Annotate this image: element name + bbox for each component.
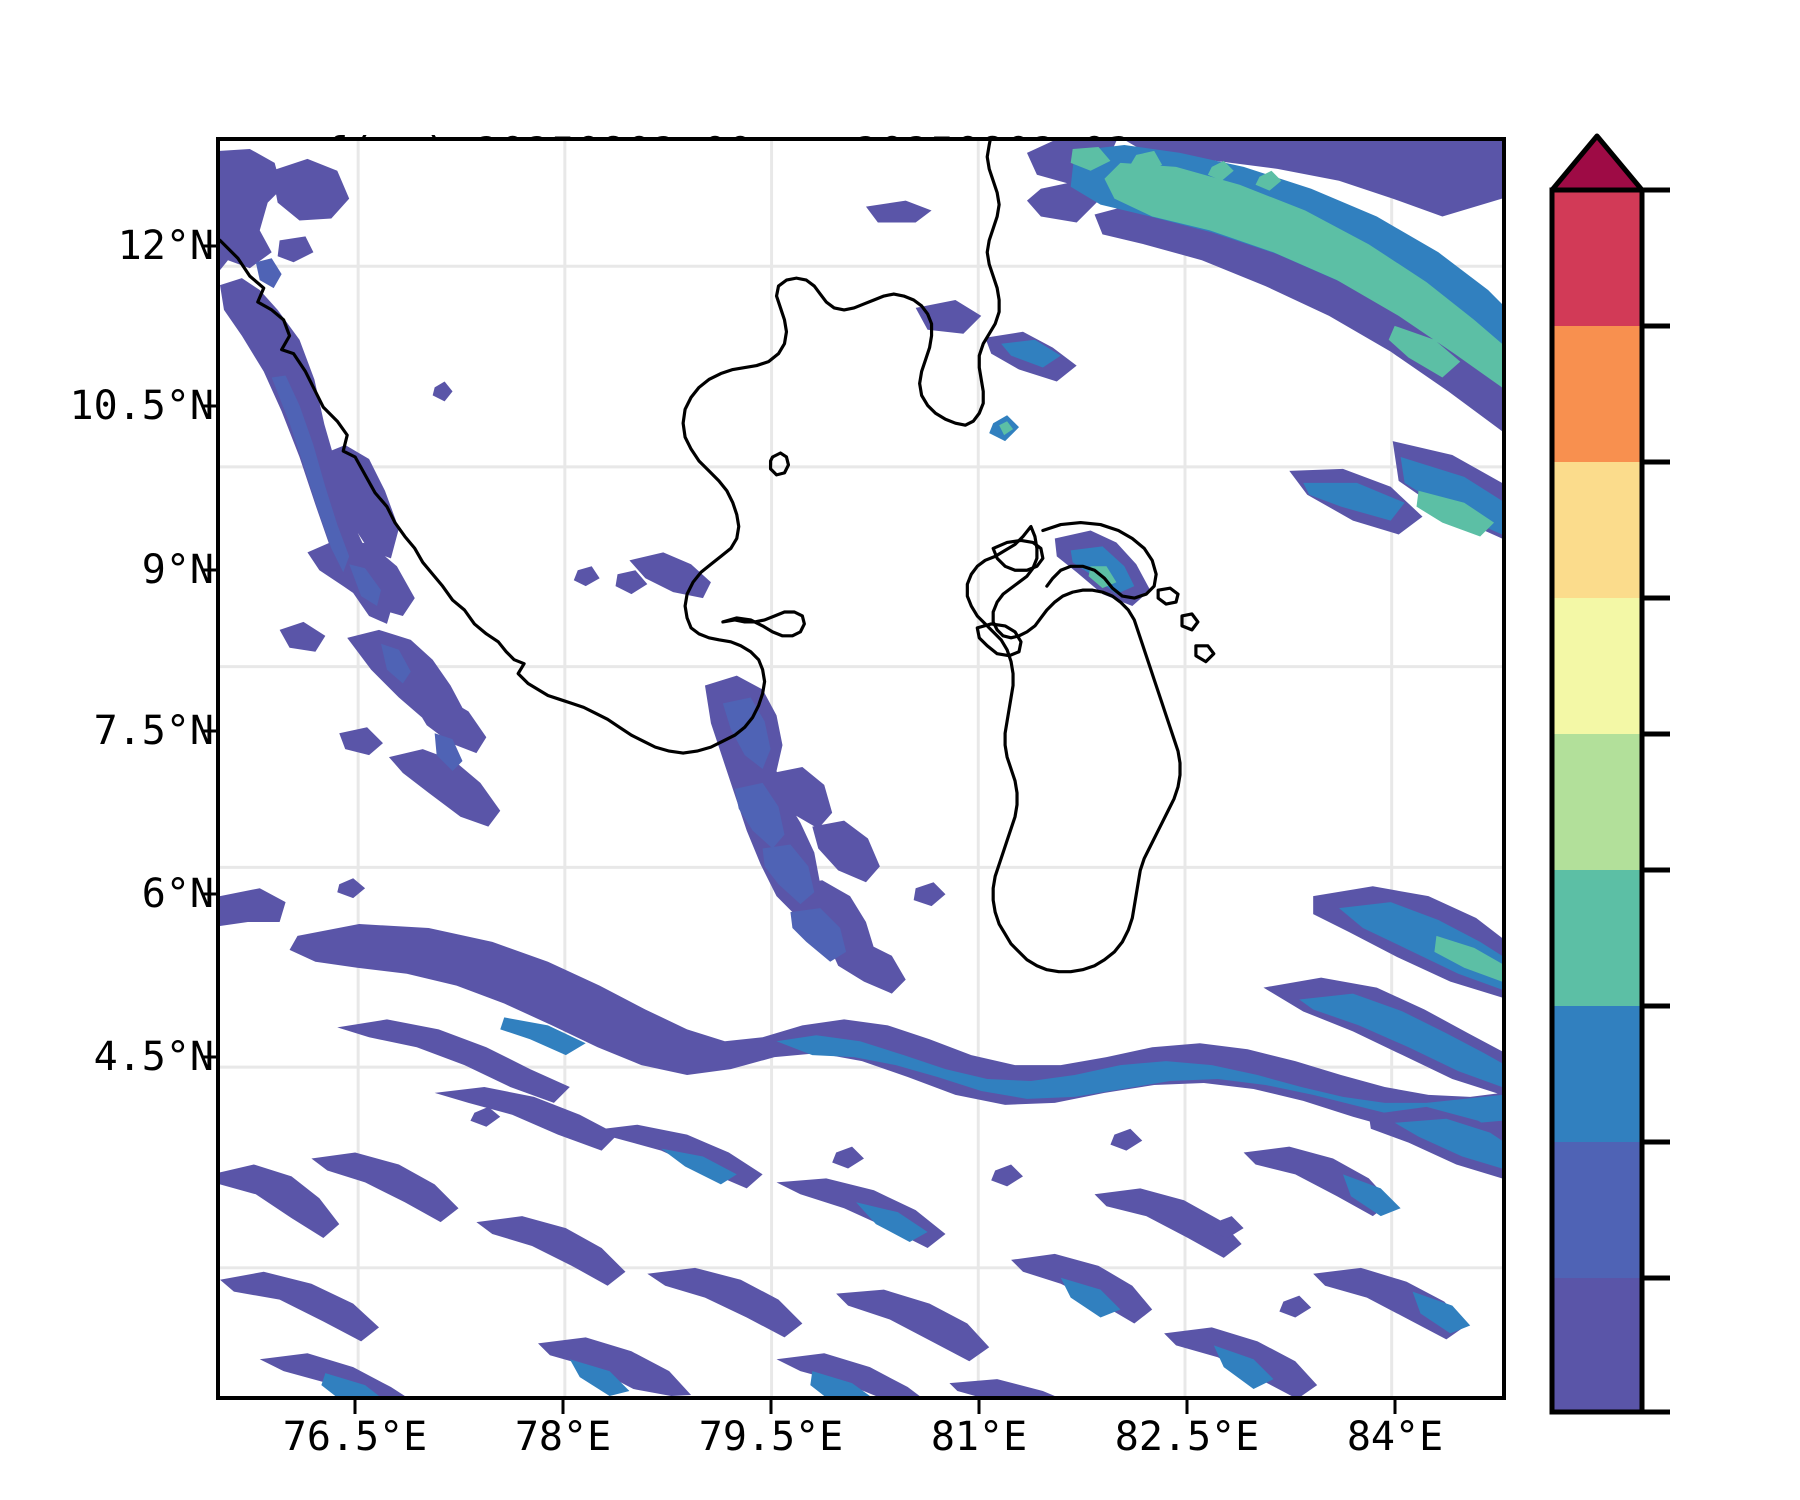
colorbar: 150 120 100 80 60 40 20 10 5 2 xyxy=(1542,130,1674,1420)
colorbar-band-100-120 xyxy=(1552,326,1642,462)
contour-ne-band-20-40 xyxy=(1070,146,1502,537)
x-tick-mark xyxy=(1393,1400,1397,1414)
coastlines xyxy=(220,141,1216,974)
coastline-india xyxy=(220,141,1001,755)
coastline-adams-bridge xyxy=(721,610,806,638)
x-tick-mark xyxy=(769,1400,773,1414)
colorbar-bands xyxy=(1552,190,1642,1412)
precipitation-contours xyxy=(220,141,1502,1396)
coastline-east-islets xyxy=(1156,586,1216,664)
contour-ne-band-10-20 xyxy=(1070,144,1502,535)
y-tick-mark xyxy=(202,404,216,408)
contour-speck-diamond-core xyxy=(999,421,1014,436)
coastline-islet-mannar xyxy=(768,451,791,477)
colorbar-band-60-80 xyxy=(1552,598,1642,734)
contour-offshore-cell-b xyxy=(915,299,1077,382)
colorbar-over-arrow xyxy=(1549,133,1645,193)
colorbar-tick-marks xyxy=(1642,187,1670,1415)
contour-south-band-main xyxy=(220,888,1502,1396)
x-tick-label-78E: 78°E xyxy=(514,1414,612,1460)
x-tick-label-84E: 84°E xyxy=(1346,1414,1444,1460)
colorbar-band-120-150 xyxy=(1552,190,1642,326)
x-tick-label-81E: 81°E xyxy=(930,1414,1028,1460)
contour-palk-strait xyxy=(573,552,711,599)
x-tick-mark xyxy=(561,1400,565,1414)
y-tick-label-7-5N: 7.5°N xyxy=(93,708,214,754)
contour-srilanka-speck xyxy=(913,882,946,907)
colorbar-band-5-10 xyxy=(1552,1142,1642,1278)
contour-speck-inland xyxy=(432,381,453,402)
contour-band-2-5 xyxy=(220,148,501,827)
colorbar-canvas xyxy=(1549,133,1670,1415)
coastline-sri-lanka xyxy=(965,524,1182,974)
x-tick-mark xyxy=(977,1400,981,1414)
colorbar-outline xyxy=(1549,187,1645,1415)
colorbar-band-40-60 xyxy=(1552,734,1642,870)
y-tick-label-4-5N: 4.5°N xyxy=(93,1034,214,1080)
y-tick-mark xyxy=(202,244,216,248)
y-tick-label-10-5N: 10.5°N xyxy=(69,383,215,429)
coastline-jaffna-detail xyxy=(1041,520,1158,600)
y-tick-mark xyxy=(202,568,216,572)
x-tick-label-79-5E: 79.5°E xyxy=(698,1414,844,1460)
x-tick-mark xyxy=(1185,1400,1189,1414)
contour-east-srilanka-core xyxy=(1299,902,1502,1169)
y-tick-mark xyxy=(202,892,216,896)
y-tick-label-6N: 6°N xyxy=(141,871,214,917)
colorbar-band-2-5 xyxy=(1552,1278,1642,1412)
coastline-mannar-island xyxy=(975,622,1023,658)
colorbar-band-20-40 xyxy=(1552,870,1642,1006)
y-tick-mark xyxy=(202,729,216,733)
y-tick-mark xyxy=(202,1055,216,1059)
map-canvas xyxy=(220,141,1502,1396)
x-tick-label-82-5E: 82.5°E xyxy=(1114,1414,1260,1460)
x-tick-mark xyxy=(353,1400,357,1414)
coastline-jaffna-lagoon xyxy=(991,538,1045,572)
x-tick-label-76-5E: 76.5°E xyxy=(282,1414,428,1460)
contour-offshore-cell-a xyxy=(865,200,932,223)
y-tick-label-12N: 12°N xyxy=(117,223,214,269)
y-tick-label-9N: 9°N xyxy=(141,547,214,593)
contour-ne-specks xyxy=(1207,160,1282,191)
contour-offshore-cell-b2 xyxy=(1001,339,1061,368)
contour-srilanka-sw-core xyxy=(722,697,847,962)
contour-east-srilanka-peak xyxy=(1434,935,1502,982)
colorbar-band-80-100 xyxy=(1552,462,1642,598)
map-plot-area xyxy=(216,137,1506,1400)
contour-ne-band-2-5 xyxy=(1026,141,1502,539)
colorbar-band-10-20 xyxy=(1552,1006,1642,1142)
